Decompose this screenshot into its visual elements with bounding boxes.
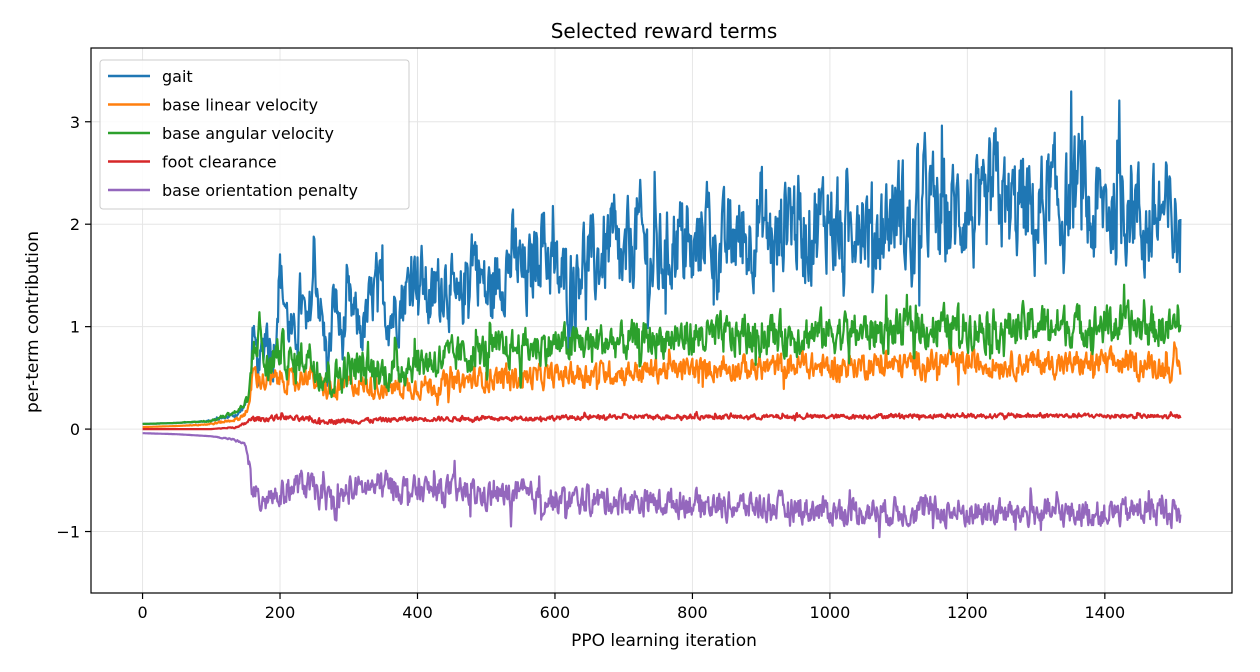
- series-line-base-angular-velocity: [142, 283, 1182, 426]
- x-tick-label: 600: [540, 603, 571, 622]
- series-line-foot-clearance: [142, 410, 1182, 431]
- y-tick-label: 2: [70, 215, 80, 234]
- x-axis-label: PPO learning iteration: [571, 631, 757, 651]
- series-line-gait: [142, 90, 1182, 426]
- x-tick-label: 800: [677, 603, 708, 622]
- legend: gait base linear velocity base angular vel…: [99, 59, 410, 210]
- legend-label: base orientation penalty: [162, 181, 358, 200]
- axes: 0 200 400 600 800 1000 1200 1400 −1 0 1 2 3: [56, 47, 1233, 622]
- legend-label: gait: [162, 67, 193, 86]
- y-tick-label: 3: [70, 113, 80, 132]
- legend-label: foot clearance: [162, 153, 277, 172]
- plot-area: [142, 90, 1182, 539]
- y-tick-label: 1: [70, 318, 80, 337]
- y-axis-label: per-term contribution: [23, 231, 43, 413]
- y-tick-label: −1: [56, 523, 80, 542]
- x-tick-label: 0: [137, 603, 147, 622]
- y-tick-label: 0: [70, 420, 80, 439]
- axes-frame: [90, 47, 1233, 594]
- series-group: [142, 90, 1182, 539]
- chart-title: Selected reward terms: [551, 19, 778, 43]
- x-tick-label: 400: [402, 603, 433, 622]
- x-tick-label: 1200: [947, 603, 988, 622]
- x-tick-label: 1400: [1084, 603, 1125, 622]
- series-line-base-linear-velocity: [142, 341, 1182, 429]
- legend-label: base angular velocity: [162, 124, 334, 143]
- series-line-base-orientation-penalty: [142, 432, 1182, 539]
- x-tick-label: 1000: [810, 603, 851, 622]
- x-tick-label: 200: [265, 603, 296, 622]
- legend-label: base linear velocity: [162, 96, 318, 115]
- legend-box: [99, 59, 410, 210]
